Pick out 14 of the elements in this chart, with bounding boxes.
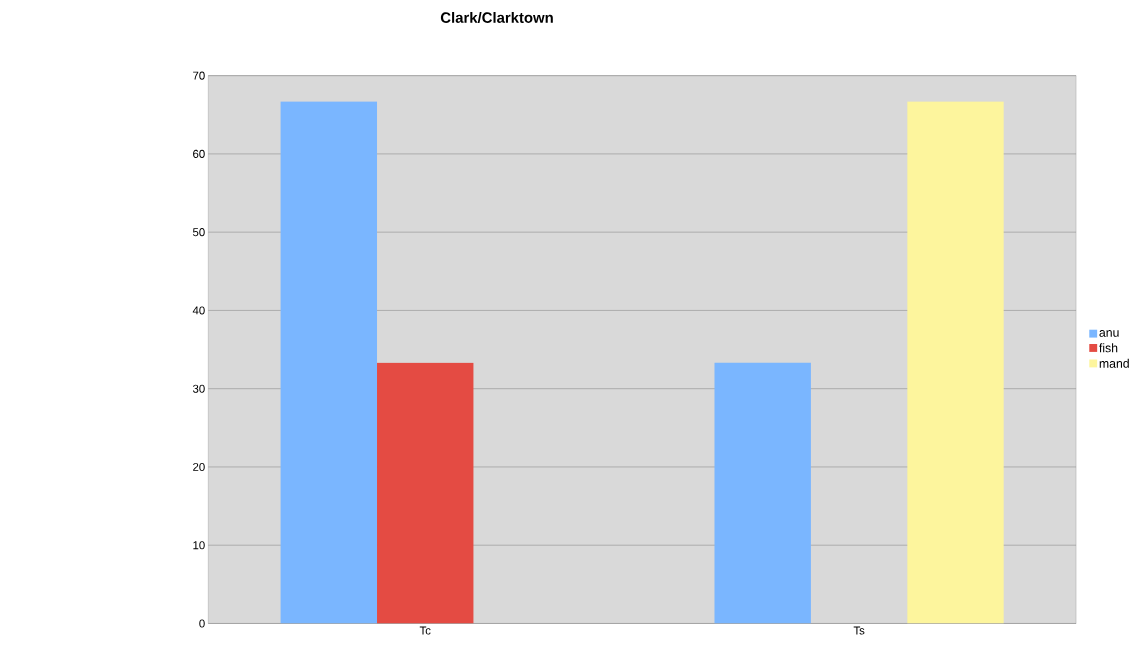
y-tick-label: 70	[193, 71, 205, 80]
y-tick-label: 30	[192, 384, 205, 393]
y-tick-label: 40	[192, 306, 205, 315]
y-tick-label: 20	[193, 463, 205, 472]
y-tick-label: 10	[193, 541, 205, 550]
x-tick-label: Tc	[419, 626, 431, 635]
legend-label: mand	[1099, 358, 1129, 368]
x-tick-label: Ts	[853, 626, 865, 635]
y-tick-label: 50	[192, 228, 205, 237]
legend-label: fish	[1099, 343, 1118, 353]
legend-label: anu	[1099, 330, 1119, 337]
chart-title: Clark/Clarktown	[440, 12, 553, 24]
y-tick-label: 60	[193, 149, 205, 159]
y-tick-label: 0	[199, 619, 205, 628]
